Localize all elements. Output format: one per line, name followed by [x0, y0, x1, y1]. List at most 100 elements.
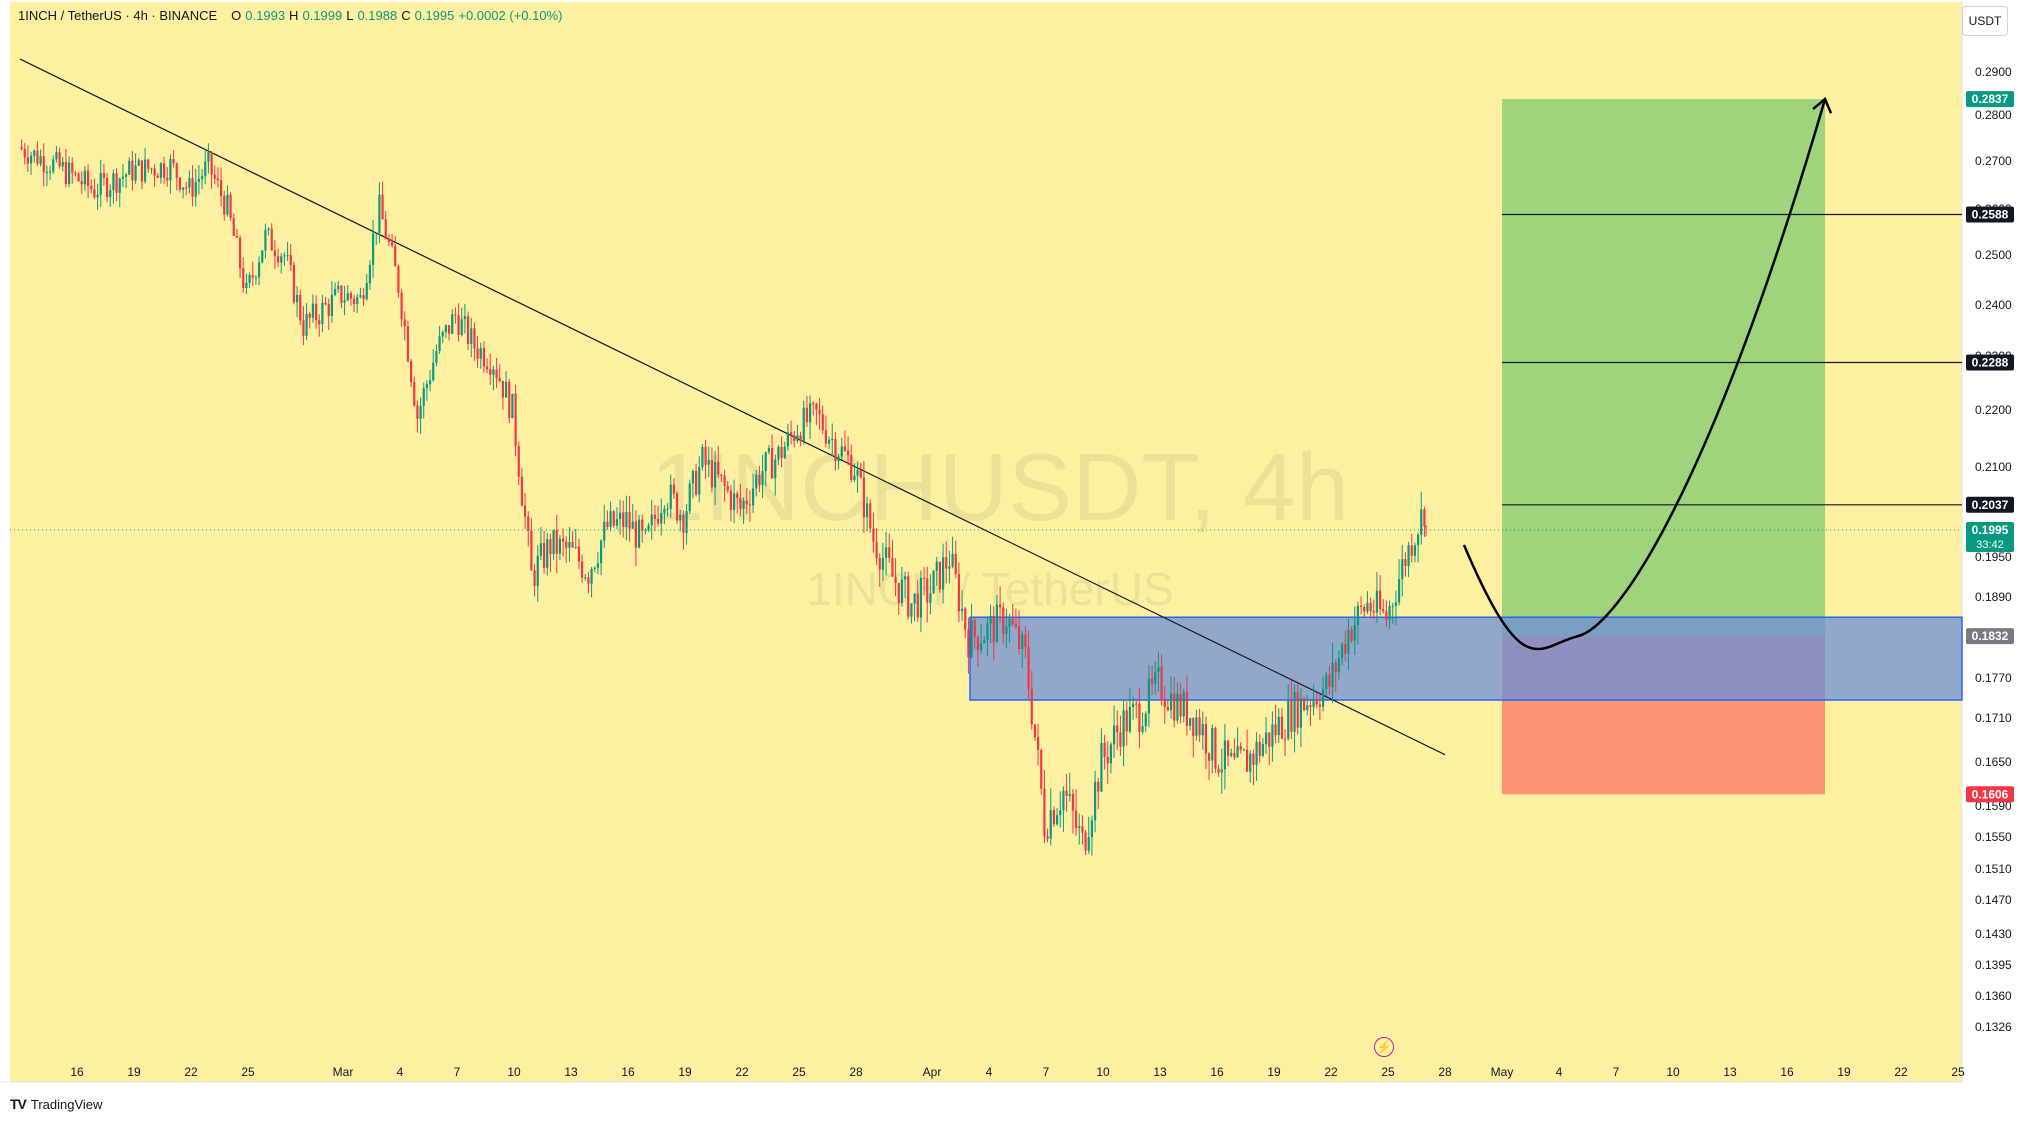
close-value: 0.1995: [414, 8, 455, 23]
tradingview-logo-text: TradingView: [30, 1096, 103, 1112]
tradingview-logo[interactable]: TV TradingView: [10, 1096, 102, 1112]
candle-body: [501, 380, 505, 398]
y-tick-label: 0.2100: [1975, 460, 2012, 474]
time-axis: [0, 1082, 2020, 1118]
candle-body: [52, 159, 55, 172]
x-tick-label: 28: [1438, 1065, 1452, 1079]
price-label-text: 0.1995: [1972, 523, 2009, 537]
candle-body: [916, 593, 919, 618]
candle-body: [888, 547, 891, 559]
candle-body: [479, 348, 482, 359]
candle-body: [400, 292, 403, 320]
candle-body: [1366, 602, 1369, 612]
profit-zone: [1502, 99, 1825, 637]
candle-body: [1331, 662, 1334, 688]
candle-body: [213, 174, 216, 179]
candle-body: [1397, 579, 1401, 603]
candle-body: [508, 381, 511, 418]
candle-body: [235, 235, 239, 238]
price-label-tag: [1966, 496, 2014, 513]
candle-body: [1027, 647, 1030, 689]
candle-body: [1283, 738, 1287, 740]
candle-body: [603, 521, 606, 541]
currency-button[interactable]: USDT: [1962, 6, 2008, 36]
candle-body: [432, 362, 435, 381]
y-tick-label: 0.1326: [1975, 1020, 2012, 1034]
y-tick-label: 0.1510: [1975, 862, 2012, 876]
candle-body: [536, 555, 539, 587]
candle-body: [210, 152, 213, 175]
candle-body: [90, 185, 93, 190]
symbol-title[interactable]: 1INCH / TetherUS · 4h · BINANCE: [18, 8, 218, 23]
candle-body: [371, 233, 375, 265]
candle-body: [1214, 727, 1217, 769]
candle-body: [1198, 717, 1201, 736]
candle-body: [115, 173, 118, 193]
candle-body: [295, 294, 299, 303]
candle-body: [549, 539, 552, 555]
candle-body: [843, 446, 847, 451]
lightning-icon[interactable]: ⚡: [1374, 1037, 1394, 1057]
candle-body: [907, 576, 910, 617]
candle-body: [1160, 667, 1163, 701]
watermark-name: 1INCH / TetherUS: [806, 563, 1173, 615]
candle-body: [204, 161, 207, 177]
candle-body: [1154, 672, 1157, 684]
candle-body: [1024, 634, 1027, 648]
candle-body: [267, 228, 270, 230]
candle-body: [1350, 629, 1353, 641]
candle-body: [539, 543, 543, 556]
price-label-tag: [1966, 354, 2014, 371]
candle-body: [590, 568, 593, 584]
candle-body: [979, 643, 983, 651]
candle-body: [691, 470, 695, 484]
candle-body: [178, 177, 182, 190]
candle-body: [216, 178, 220, 181]
watermark-symbol: 1INCHUSDT, 4h: [651, 434, 1350, 541]
candle-body: [495, 369, 498, 378]
candle-body: [1268, 732, 1271, 747]
candle-body: [951, 553, 954, 567]
candle-body: [1420, 509, 1423, 535]
candle-body: [299, 294, 302, 321]
candle-body: [881, 557, 885, 570]
candle-body: [685, 511, 688, 533]
x-tick-label: 25: [241, 1065, 255, 1079]
candle-body: [1372, 611, 1375, 613]
projection-curve: [1462, 98, 1827, 651]
candle-body: [264, 229, 267, 251]
candle-body: [1204, 724, 1208, 754]
candle-body: [872, 528, 875, 542]
candle-body: [482, 348, 486, 367]
candle-body: [1071, 793, 1075, 811]
candle-body: [1378, 590, 1382, 610]
candle-body: [444, 325, 448, 333]
candle-body: [257, 262, 261, 278]
y-tick-label: 0.2700: [1975, 154, 2012, 168]
candle-body: [1021, 634, 1024, 649]
candle-body: [1363, 606, 1366, 612]
candle-body: [599, 540, 603, 564]
candle-body: [270, 228, 273, 251]
candle-body: [1135, 703, 1138, 705]
candle-body: [318, 320, 321, 325]
candle-body: [1299, 698, 1303, 728]
candle-body: [156, 175, 159, 178]
candle-body: [20, 147, 23, 149]
high-label: H: [289, 8, 299, 23]
candle-body: [1242, 749, 1246, 751]
y-tick-label: 0.2400: [1975, 298, 2012, 312]
candle-body: [913, 593, 916, 604]
candle-body: [580, 561, 584, 578]
candle-body: [926, 578, 929, 603]
y-tick-label: 0.1650: [1975, 755, 2012, 769]
candle-body: [1074, 810, 1078, 829]
candle-body: [527, 516, 530, 531]
candle-body: [194, 181, 197, 197]
price-label-text: 0.2837: [1972, 92, 2009, 106]
candle-body: [992, 615, 995, 643]
candle-body: [314, 303, 318, 321]
x-tick-label: 16: [1780, 1065, 1794, 1079]
candle-body: [55, 152, 58, 160]
